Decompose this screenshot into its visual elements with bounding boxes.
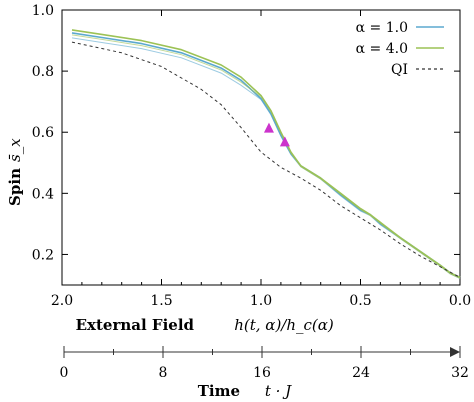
legend: α = 1.0 α = 4.0 QI [356, 20, 444, 78]
y-label-bold: Spin [6, 168, 24, 206]
series-line-1 [71, 29, 461, 279]
x-tick-label: 1.0 [250, 293, 272, 309]
y-axis-ticks: 0.2 0.4 0.6 0.8 1.0 [32, 3, 460, 263]
legend-label-qi: QI [391, 62, 408, 78]
y-label-math: s̄_x [6, 138, 24, 162]
x-axis-ticks: 2.0 1.5 1.0 0.5 0.0 [51, 10, 471, 309]
time-tick-label: 16 [253, 365, 271, 381]
x-label-bold: External Field [76, 316, 195, 334]
y-axis-label: Spin s̄_x [6, 138, 24, 206]
time-tick-label: 8 [159, 365, 168, 381]
time-axis-ticks: 0 8 16 24 32 [60, 346, 469, 381]
time-tick-label: 0 [60, 365, 69, 381]
x-label-math: h(t, α)/h_c(α) [234, 316, 334, 334]
marker-triangle-1 [279, 136, 290, 147]
series-layer [71, 29, 461, 279]
x-tick-label: 2.0 [51, 293, 73, 309]
y-tick-label: 0.8 [32, 64, 54, 80]
time-axis-arrow [450, 347, 460, 357]
time-tick-label: 32 [451, 365, 469, 381]
legend-label-alpha4: α = 4.0 [356, 41, 408, 57]
x-tick-label: 0.0 [449, 293, 471, 309]
y-tick-label: 1.0 [32, 3, 54, 19]
y-tick-label: 0.6 [32, 125, 54, 141]
time-tick-label: 24 [352, 365, 370, 381]
x-tick-label: 0.5 [349, 293, 371, 309]
marker-triangle-0 [263, 122, 274, 133]
x-tick-label: 1.5 [150, 293, 172, 309]
series-band-1 [71, 34, 461, 279]
time-axis: 0 8 16 24 32 Time t · J [60, 346, 469, 400]
legend-label-alpha1: α = 1.0 [356, 20, 408, 36]
time-label-bold: Time [198, 382, 240, 400]
y-tick-label: 0.2 [32, 247, 54, 263]
time-label-math: t · J [265, 382, 292, 400]
y-tick-label: 0.4 [32, 186, 54, 202]
marker-layer [263, 122, 290, 147]
